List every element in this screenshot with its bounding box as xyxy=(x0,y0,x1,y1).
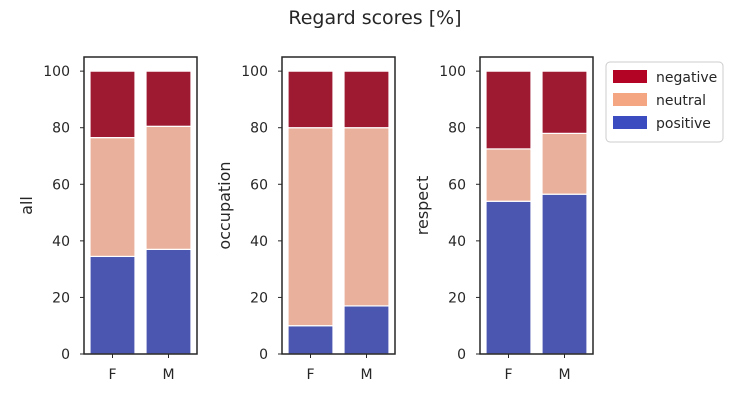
bar-neutral-M xyxy=(343,127,390,307)
x-tick-label: F xyxy=(306,367,314,383)
y-tick-label: 0 xyxy=(61,347,70,363)
legend-swatch-positive xyxy=(613,116,647,129)
bar-neutral-M xyxy=(145,125,192,250)
x-tick-label: M xyxy=(558,367,570,383)
legend-swatch-negative xyxy=(613,70,647,83)
axes-frame xyxy=(281,56,396,355)
legend-label-negative: negative xyxy=(656,70,717,86)
y-tick-label: 20 xyxy=(448,290,466,306)
legend-label-neutral: neutral xyxy=(656,93,706,109)
y-tick-label: 40 xyxy=(52,234,70,250)
y-axis-label: respect xyxy=(413,176,432,235)
y-tick-label: 20 xyxy=(250,290,268,306)
bar-neutral-F xyxy=(89,137,136,258)
y-tick-label: 100 xyxy=(241,64,268,80)
x-tick-label: F xyxy=(108,367,116,383)
bar-negative-F xyxy=(485,70,532,150)
y-tick-label: 80 xyxy=(52,121,70,137)
bar-negative-F xyxy=(287,70,334,129)
y-tick-label: 0 xyxy=(259,347,268,363)
bar-neutral-F xyxy=(485,148,532,202)
bar-positive-F xyxy=(89,255,136,355)
bar-positive-F xyxy=(485,200,532,355)
y-axis-label: occupation xyxy=(215,161,234,249)
y-tick-label: 60 xyxy=(52,177,70,193)
legend-label-positive: positive xyxy=(656,116,711,132)
y-tick-label: 80 xyxy=(250,121,268,137)
y-tick-label: 80 xyxy=(448,121,466,137)
y-tick-label: 0 xyxy=(457,347,466,363)
bar-neutral-F xyxy=(287,127,334,327)
bar-negative-M xyxy=(145,70,192,127)
bar-positive-M xyxy=(541,193,588,355)
legend-swatch-neutral xyxy=(613,93,647,106)
y-tick-label: 60 xyxy=(250,177,268,193)
bar-negative-M xyxy=(343,70,390,129)
y-tick-label: 40 xyxy=(250,234,268,250)
y-tick-label: 20 xyxy=(52,290,70,306)
x-tick-label: F xyxy=(504,367,512,383)
y-tick-label: 60 xyxy=(448,177,466,193)
bar-negative-M xyxy=(541,70,588,134)
legend: negative neutral positive xyxy=(605,61,724,143)
bar-positive-M xyxy=(145,248,192,355)
y-tick-label: 100 xyxy=(43,64,70,80)
subplot-all: F M 0 20 40 60 80 100 all xyxy=(17,56,198,383)
bar-positive-M xyxy=(343,305,390,355)
x-tick-label: M xyxy=(360,367,372,383)
bar-negative-F xyxy=(89,70,136,139)
y-tick-label: 40 xyxy=(448,234,466,250)
subplot-occupation: F M 0 20 40 60 80 100 occupation xyxy=(215,56,396,383)
subplot-respect: F M 0 20 40 60 80 100 respect xyxy=(413,56,594,383)
y-tick-label: 100 xyxy=(439,64,466,80)
subplots: F M 0 20 40 60 80 100 all F M 0 20 40 60 80 100 occupatio… xyxy=(17,56,594,383)
figure-title: Regard scores [%] xyxy=(288,7,461,29)
x-tick-label: M xyxy=(162,367,174,383)
axes-frame xyxy=(479,56,594,355)
bar-positive-F xyxy=(287,325,334,355)
y-axis-label: all xyxy=(17,196,36,215)
bar-neutral-M xyxy=(541,132,588,195)
axes-frame xyxy=(83,56,198,355)
